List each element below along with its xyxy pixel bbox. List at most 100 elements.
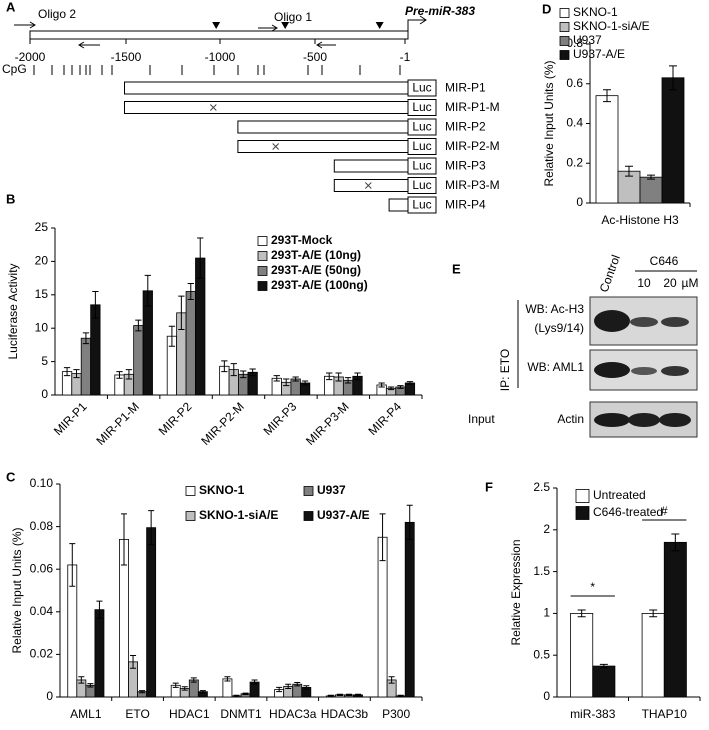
x-tick-label: MIR-P3 (261, 399, 300, 438)
legend-swatch (257, 236, 268, 246)
bar (222, 678, 233, 698)
ruler-label: -500 (303, 50, 327, 64)
error-bar (388, 676, 395, 684)
legend-swatch (575, 506, 590, 520)
error-bar (82, 332, 90, 345)
legend-swatch (559, 8, 570, 18)
legend-label: U937 (317, 483, 346, 497)
error-bar (172, 682, 179, 688)
y-axis-label: Relative Input Units (%) (10, 527, 24, 653)
bar (595, 95, 619, 204)
error-bar (354, 372, 361, 381)
primer-arrow (258, 24, 278, 32)
error-bar (96, 600, 103, 619)
construct (237, 120, 409, 134)
y-axis-label: Relative Input Units (%) (542, 60, 556, 186)
error-bar (273, 375, 280, 382)
error-bar (130, 654, 137, 669)
error-bar (116, 371, 123, 379)
x-tick-label: HDAC3b (321, 707, 369, 721)
ruler-label: -2000 (15, 50, 46, 64)
error-bar (671, 533, 680, 552)
error-bar (120, 513, 128, 566)
legend-swatch (559, 36, 570, 46)
construct (333, 179, 409, 192)
dose-label: 10 (637, 276, 651, 290)
error-bar (230, 363, 237, 377)
mutation-mark (272, 143, 280, 150)
panel-label: B (6, 191, 15, 206)
error-bar (233, 694, 240, 698)
error-bar (199, 690, 206, 694)
y-tick-label: 2.5 (533, 480, 550, 494)
primer-arrow (78, 41, 100, 49)
error-bar (327, 694, 334, 698)
luc-box (407, 79, 437, 97)
legend-label: 293T-A/E (50ng) (271, 263, 361, 277)
error-bar (354, 693, 362, 697)
y-tick-label: 15 (35, 287, 49, 301)
promoter-bar (29, 30, 409, 40)
lane-label: Control (597, 253, 623, 294)
bar (80, 337, 92, 396)
luc-box (407, 118, 437, 136)
bar (404, 521, 415, 698)
bar (592, 665, 616, 698)
error-bar (406, 504, 413, 540)
error-bar (285, 683, 292, 689)
legend-label: SKNO-1-siA/E (199, 508, 278, 522)
error-bar (599, 663, 608, 669)
primer-arrow (316, 41, 336, 49)
x-tick-label: THAP10 (642, 707, 688, 721)
error-bar (221, 360, 228, 373)
y-axis-label: Relative Expression (509, 539, 523, 645)
panel-label: E (452, 261, 461, 276)
error-bar (144, 274, 151, 307)
oligo-label: Oligo 1 (274, 10, 312, 24)
error-bar (387, 386, 395, 391)
bar (639, 176, 663, 204)
construct-label: MIR-P4 (445, 198, 486, 212)
error-bar (303, 685, 310, 690)
legend-label: 293T-Mock (271, 233, 333, 247)
error-bar (63, 367, 71, 377)
error-bar (326, 372, 333, 381)
error-bar (135, 319, 142, 332)
y-tick-label: 0.2 (566, 155, 583, 169)
bar (133, 325, 144, 396)
legend-label: SKNO-1-siA/E (573, 19, 650, 33)
blot-band (628, 413, 660, 427)
site-marker (212, 22, 221, 29)
error-bar (625, 165, 633, 177)
blot-band (659, 413, 691, 427)
error-bar (249, 368, 256, 377)
wb-label: (Lys9/14) (534, 321, 584, 335)
blot-band (594, 413, 630, 427)
legend-label: Untreated (593, 488, 646, 502)
y-tick-label: 5 (41, 354, 48, 368)
error-bar (397, 694, 404, 698)
luc-label: Luc (412, 159, 431, 173)
legend-swatch (257, 266, 268, 276)
x-tick-label: MIR-P2-M (198, 399, 247, 448)
panel-label: F (485, 479, 493, 494)
input-label: Input (468, 412, 495, 426)
legend-swatch (185, 486, 196, 496)
luc-label: Luc (412, 178, 431, 192)
luc-label: Luc (412, 120, 431, 134)
site-marker (375, 22, 384, 29)
significance-mark: # (661, 504, 668, 518)
x-tick-label: Ac-Histone H3 (601, 213, 679, 227)
y-tick-label: 0.10 (30, 476, 54, 490)
oligo-label: Oligo 2 (38, 7, 76, 21)
legend-label: 293T-A/E (10ng) (271, 248, 361, 262)
y-tick-label: 0.4 (566, 116, 583, 130)
bar (185, 291, 196, 396)
error-bar (577, 609, 586, 618)
dose-label: µM (682, 276, 699, 290)
legend-swatch (303, 486, 314, 496)
error-bar (603, 89, 611, 103)
construct (237, 140, 409, 153)
tss-arrow (407, 15, 427, 31)
